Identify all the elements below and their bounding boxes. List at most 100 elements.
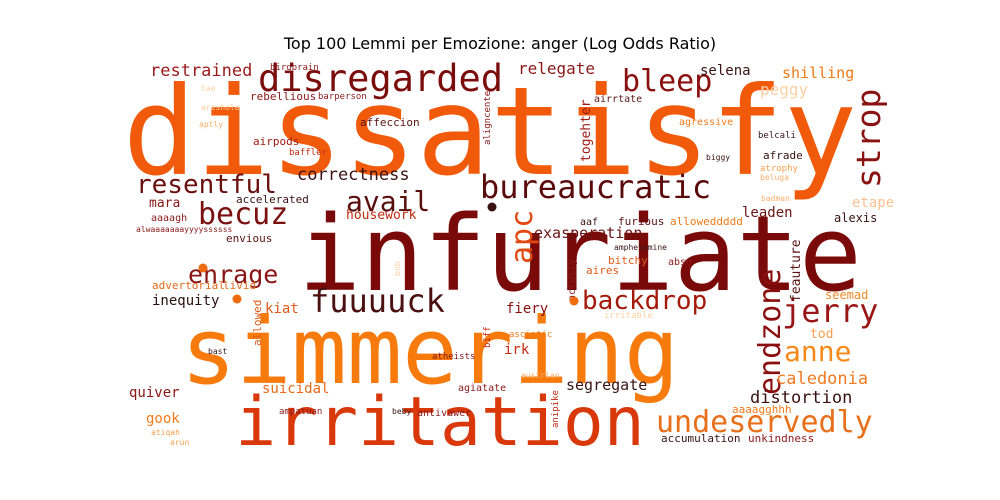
word-amphetamine: amphetamine: [614, 243, 667, 252]
word-apc: apc: [505, 210, 540, 264]
word-anne: anne: [784, 335, 851, 368]
word-restrained: restrained: [150, 61, 252, 81]
word-alexis: alexis: [834, 211, 877, 225]
word-aaaagh: aaaagh: [151, 213, 187, 224]
word-beby: beby: [392, 407, 411, 416]
word-disregarded: disregarded: [258, 57, 503, 100]
word-biff: biff: [483, 326, 493, 348]
word-shilling: shilling: [782, 64, 854, 82]
word-strop: strop: [849, 89, 888, 188]
word-ampatuan: ampatuan: [279, 407, 322, 417]
word-rebellious: rebellious: [250, 90, 316, 103]
word-housework: housework: [346, 208, 417, 223]
word-irritation: irritation: [235, 383, 644, 462]
word-bast: bast: [208, 347, 227, 356]
word-togehter: togehter: [579, 99, 594, 162]
word-avail: avail: [346, 185, 430, 218]
word-bureaucratic: bureaucratic: [480, 168, 711, 206]
word-caledonia: caledonia: [776, 369, 868, 389]
word-relegate: relegate: [518, 59, 595, 78]
word-endzone: endzone: [753, 269, 788, 395]
word-atheists: atheists: [432, 352, 475, 362]
word-gook: gook: [146, 411, 180, 427]
word-bitchy: bitchy: [608, 254, 648, 267]
word-agressive: agressive: [679, 117, 733, 128]
word-abso: abso: [668, 257, 692, 268]
dot-mark: [198, 263, 208, 273]
word-correctness: correctness: [297, 165, 410, 185]
word-envious: envious: [226, 232, 272, 245]
word-aaf: aaf: [580, 217, 598, 228]
word-badman: badman: [761, 194, 790, 203]
word-irritable: irritable: [604, 311, 653, 321]
word-kiat: kiat: [265, 301, 299, 317]
word-fuuuuck: fuuuuck: [310, 282, 445, 320]
word-jerry: jerry: [782, 292, 878, 330]
word-airpods: airpods: [253, 135, 299, 148]
word-asciatic: asciatic: [509, 330, 552, 340]
dot-mark: [487, 202, 497, 212]
word-aligncenter: aligncenter: [483, 85, 493, 145]
word-baffler: baffler: [289, 148, 328, 158]
word-inequity: inequity: [152, 293, 219, 309]
word-allowed: allowed: [251, 300, 264, 346]
word-atiqah: atiqah: [151, 428, 180, 437]
word-afrade: afrade: [763, 149, 803, 162]
word-barperson: barperson: [318, 92, 367, 102]
word-affeccion: affeccion: [360, 116, 420, 129]
word-areshole: areshole: [201, 103, 240, 112]
word-infuriate: infuriate: [298, 193, 862, 315]
word-biggy: biggy: [706, 153, 730, 162]
word-bnb: bnb: [393, 261, 402, 276]
word-aaaagghhh: aaaagghhh: [732, 403, 792, 416]
word-accumulation: accumulation: [661, 432, 740, 445]
word-suicidal: suicidal: [262, 381, 329, 397]
word-undeservedly: undeservedly: [656, 405, 873, 440]
word-mara: mara: [149, 196, 180, 211]
word-atrophy: atrophy: [760, 164, 799, 174]
word-accelerated: accelerated: [236, 193, 309, 206]
word-alloweddddd: alloweddddd: [670, 215, 743, 228]
word-tae: tae: [201, 84, 216, 93]
word-dissatisfy: dissatisfy: [123, 61, 858, 203]
word-furious: furious: [618, 215, 664, 228]
word-bleep: bleep: [622, 64, 712, 99]
word-actully: actully: [567, 259, 578, 301]
word-austrian: austrian: [521, 371, 560, 380]
word-distortion: distortion: [750, 388, 852, 408]
word-irk: irk: [504, 342, 530, 358]
word-birdbrain: birdbrain: [270, 63, 319, 73]
chart-title: Top 100 Lemmi per Emozione: anger (Log O…: [283, 34, 717, 53]
word-fiery: fiery: [506, 301, 548, 317]
word-aptly: aptly: [199, 120, 223, 129]
word-advertorial: advertorial: [152, 279, 225, 292]
word-livid: livid: [223, 279, 256, 292]
word-beluga: beluga: [760, 173, 789, 182]
word-aires: aires: [586, 264, 619, 277]
word-leaden: leaden: [742, 205, 793, 221]
word-etape: etape: [852, 195, 894, 211]
word-resentful: resentful: [136, 170, 277, 200]
word-alwaaaaaaayyyyssssss: alwaaaaaaayyyyssssss: [136, 225, 233, 234]
word-simmering: simmering: [181, 298, 680, 405]
word-unkindness: unkindness: [748, 432, 814, 445]
word-seemad: seemad: [825, 288, 868, 302]
word-quiver: quiver: [129, 385, 180, 401]
word-becuz: becuz: [198, 197, 288, 232]
word-airrtate: airrtate: [594, 94, 642, 105]
word-arun: arun: [170, 438, 189, 447]
word-exasperation: exasperation: [534, 224, 642, 242]
word-selena: selena: [700, 63, 751, 79]
word-belcali: belcali: [758, 131, 796, 141]
dot-mark: [569, 296, 579, 306]
word-peggy: peggy: [760, 80, 809, 99]
word-tod: tod: [810, 327, 833, 342]
word-backdrop: backdrop: [582, 286, 707, 316]
word-segregate: segregate: [566, 376, 647, 394]
word-anipike: anipike: [551, 390, 561, 428]
word-agiatate: agiatate: [458, 383, 506, 394]
word-antivawer: antivawer: [417, 408, 471, 419]
dot-mark: [232, 294, 242, 304]
word-feauture: feauture: [789, 239, 804, 302]
